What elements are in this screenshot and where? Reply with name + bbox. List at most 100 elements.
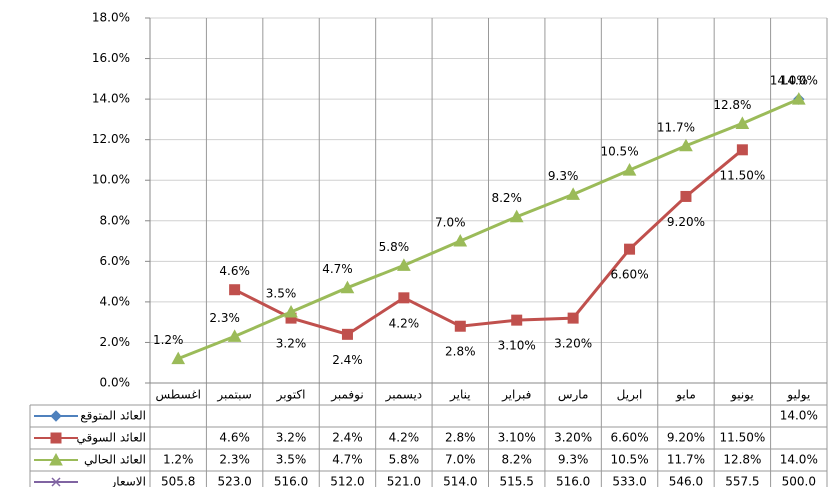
data-label: 9.3% <box>548 169 579 183</box>
marker <box>511 314 523 326</box>
marker <box>341 328 353 340</box>
table-cell: 8.2% <box>501 453 532 467</box>
table-cell: 14.0% <box>780 453 818 467</box>
data-label: 2.3% <box>209 311 240 325</box>
table-cell: 2.4% <box>332 431 363 445</box>
y-tick-label: 14.0% <box>92 92 130 106</box>
table-cell: 3.10% <box>498 431 536 445</box>
x-tick-label: فبراير <box>501 388 531 403</box>
x-tick-label: يوليو <box>786 388 810 403</box>
x-tick-label: ديسمبر <box>385 388 423 403</box>
data-label: 14.0% <box>770 74 808 88</box>
data-label: 3.10% <box>498 339 536 353</box>
table-cell: 12.8% <box>723 453 761 467</box>
data-label: 2.4% <box>332 353 363 367</box>
marker <box>340 280 355 294</box>
legend-label: الاسعار <box>110 475 146 487</box>
marker <box>509 209 524 223</box>
y-tick-label: 18.0% <box>92 11 130 25</box>
table-cell: 516.0 <box>274 475 308 487</box>
table-cell: 505.8 <box>161 475 195 487</box>
marker <box>791 92 806 105</box>
data-label: 3.2% <box>276 337 307 351</box>
table-cell: 546.0 <box>669 475 703 487</box>
table-cell: 11.7% <box>667 453 705 467</box>
legend-label: العائد المتوقع <box>80 409 146 424</box>
table-cell: 557.5 <box>725 475 759 487</box>
marker <box>49 452 63 466</box>
y-tick-label: 2.0% <box>100 335 131 349</box>
marker <box>50 432 62 444</box>
marker <box>398 292 410 304</box>
x-tick-label: ابريل <box>617 388 643 403</box>
table-cell: 514.0 <box>443 475 477 487</box>
table-cell: 523.0 <box>217 475 251 487</box>
marker <box>50 410 62 422</box>
data-label: 9.20% <box>667 215 705 229</box>
marker <box>171 351 186 365</box>
x-tick-label: نوفمبر <box>330 388 363 403</box>
table-cell: 521.0 <box>387 475 421 487</box>
marker <box>284 304 298 318</box>
marker <box>736 144 748 156</box>
x-tick-label: سبتمبر <box>216 388 251 403</box>
x-tick-label: يناير <box>449 388 471 403</box>
table-cell: 2.3% <box>219 453 250 467</box>
marker <box>567 312 579 324</box>
data-label: 8.2% <box>491 191 522 205</box>
marker <box>624 243 636 255</box>
table-cell: 10.5% <box>610 453 648 467</box>
data-label: 10.5% <box>600 145 638 159</box>
legend-label: العائد الحالي <box>84 453 146 467</box>
data-label: 4.2% <box>389 316 420 330</box>
table-cell: 14.0% <box>780 409 818 423</box>
y-tick-label: 0.0% <box>100 376 131 390</box>
x-tick-label: مايو <box>675 388 696 403</box>
table-cell: 6.60% <box>610 431 648 445</box>
table-cell: 5.8% <box>389 453 420 467</box>
table-cell: 1.2% <box>163 453 194 467</box>
table-cell: 9.3% <box>558 453 589 467</box>
y-tick-label: 8.0% <box>100 213 131 227</box>
x-tick-label: يونيو <box>730 388 754 403</box>
marker <box>454 320 466 332</box>
table-cell: 2.8% <box>445 431 476 445</box>
y-tick-label: 12.0% <box>92 132 130 146</box>
marker <box>735 116 750 129</box>
legend-label: العائد السوقي <box>76 431 146 446</box>
data-label: 4.7% <box>322 262 353 276</box>
table-cell: 4.2% <box>389 431 420 445</box>
marker <box>679 138 693 152</box>
data-label: 7.0% <box>435 216 466 230</box>
marker <box>397 258 411 271</box>
data-label: 14.0% <box>780 74 818 88</box>
data-label: 11.7% <box>657 120 695 134</box>
data-label: 11.50% <box>719 168 765 182</box>
data-label: 1.2% <box>153 333 184 347</box>
table-cell: 516.0 <box>556 475 590 487</box>
table-cell: 500.0 <box>782 475 816 487</box>
x-tick-label: اغسطس <box>155 388 200 403</box>
data-label: 4.6% <box>219 264 250 278</box>
data-label: 3.5% <box>266 287 297 301</box>
table-cell: 3.20% <box>554 431 592 445</box>
table-cell: 11.50% <box>719 431 765 445</box>
marker <box>229 284 241 296</box>
data-label: 6.60% <box>610 268 648 282</box>
marker <box>227 329 242 342</box>
table-cell: 512.0 <box>330 475 364 487</box>
table-cell: 533.0 <box>612 475 646 487</box>
series-line <box>177 97 800 361</box>
table-cell: 3.2% <box>276 431 307 445</box>
table-cell: 9.20% <box>667 431 705 445</box>
y-tick-label: 10.0% <box>92 173 130 187</box>
table-cell: 4.6% <box>219 431 250 445</box>
marker <box>453 234 468 247</box>
table-cell: 515.5 <box>500 475 534 487</box>
table-cell: 4.7% <box>332 453 363 467</box>
data-label: 12.8% <box>713 98 751 112</box>
x-tick-label: مارس <box>558 388 589 403</box>
marker <box>680 190 692 202</box>
series-line <box>233 148 744 336</box>
